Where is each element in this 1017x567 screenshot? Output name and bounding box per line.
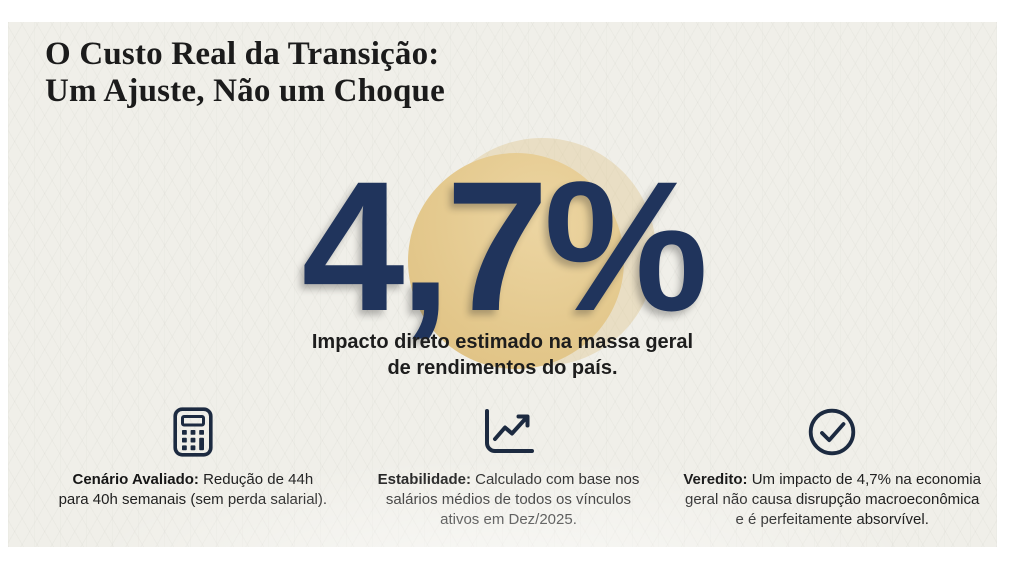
- column-verdict-label: Veredito:: [683, 471, 748, 488]
- calculator-icon: [173, 403, 213, 461]
- check-circle-icon: [807, 403, 857, 461]
- column-scenario-body: Redução de 44h para 40h semanais (sem pe…: [58, 471, 328, 508]
- column-stability-body: Calculado com base nos salários médios d…: [385, 471, 640, 528]
- column-stability-label: Estabilidade:: [377, 471, 471, 488]
- info-columns: Cenário Avaliado: Redução de 44h para 40…: [8, 403, 997, 530]
- slide-title: O Custo Real da Transição: Um Ajuste, Nã…: [45, 36, 445, 109]
- column-verdict-body: Um impacto de 4,7% na economia geral não…: [685, 471, 981, 528]
- headline-statistic: 4,7%: [301, 144, 709, 350]
- column-stability-text: Estabilidade: Calculado com base nos sal…: [375, 470, 643, 530]
- column-scenario-label: Cenário Avaliado:: [72, 471, 199, 488]
- column-scenario-text: Cenário Avaliado: Redução de 44h para 40…: [57, 470, 329, 510]
- statistic-caption: Impacto direto estimado na massa geral d…: [311, 331, 694, 379]
- column-verdict: Veredito: Um impacto de 4,7% na economia…: [667, 403, 997, 530]
- infographic-slide: O Custo Real da Transição: Um Ajuste, Nã…: [8, 22, 997, 547]
- column-scenario: Cenário Avaliado: Redução de 44h para 40…: [28, 403, 358, 510]
- gold-circle: [408, 153, 624, 369]
- column-stability: Estabilidade: Calculado com base nos sal…: [344, 403, 674, 530]
- column-verdict-text: Veredito: Um impacto de 4,7% na economia…: [682, 470, 982, 530]
- line-chart-icon: [482, 403, 536, 461]
